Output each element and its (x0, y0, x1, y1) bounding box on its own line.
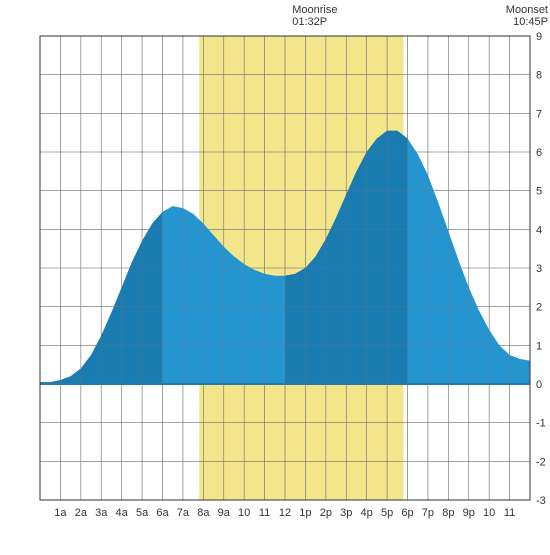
svg-text:-3: -3 (536, 495, 546, 507)
svg-text:-2: -2 (536, 456, 546, 468)
moonset-title: Moonset (506, 4, 548, 16)
svg-text:11: 11 (504, 507, 515, 519)
svg-text:11: 11 (259, 507, 270, 519)
moonset-time: 10:45P (506, 16, 548, 28)
svg-text:5p: 5p (381, 507, 393, 519)
tide-chart: Moonrise 01:32P Moonset 10:45P -3-2-1012… (0, 0, 550, 550)
svg-text:4a: 4a (116, 507, 129, 519)
svg-text:3a: 3a (95, 507, 108, 519)
svg-text:10: 10 (238, 507, 250, 519)
svg-text:9a: 9a (218, 507, 231, 519)
svg-text:6p: 6p (401, 507, 413, 519)
svg-text:-1: -1 (536, 418, 546, 430)
svg-text:4p: 4p (361, 507, 373, 519)
svg-text:8p: 8p (442, 507, 454, 519)
svg-text:3p: 3p (340, 507, 352, 519)
svg-text:7: 7 (536, 108, 542, 120)
moonrise-title: Moonrise (292, 4, 337, 16)
svg-text:1: 1 (536, 340, 542, 352)
svg-text:12: 12 (279, 507, 291, 519)
svg-text:9: 9 (536, 31, 542, 43)
svg-text:6a: 6a (156, 507, 169, 519)
svg-text:9p: 9p (463, 507, 475, 519)
svg-text:2p: 2p (320, 507, 332, 519)
svg-text:0: 0 (536, 379, 542, 391)
svg-text:1a: 1a (54, 507, 67, 519)
svg-text:6: 6 (536, 147, 542, 159)
svg-text:7p: 7p (422, 507, 434, 519)
moonrise-label: Moonrise 01:32P (292, 4, 337, 28)
moonrise-time: 01:32P (292, 16, 337, 28)
svg-text:5: 5 (536, 186, 542, 198)
svg-text:2: 2 (536, 302, 542, 314)
svg-text:8a: 8a (197, 507, 210, 519)
chart-svg: -3-2-101234567891a2a3a4a5a6a7a8a9a101112… (0, 0, 550, 550)
svg-text:10: 10 (483, 507, 495, 519)
svg-text:2a: 2a (75, 507, 88, 519)
svg-text:7a: 7a (177, 507, 190, 519)
svg-text:1p: 1p (299, 507, 311, 519)
svg-text:3: 3 (536, 263, 542, 275)
svg-text:5a: 5a (136, 507, 149, 519)
moonset-label: Moonset 10:45P (506, 4, 548, 28)
svg-text:8: 8 (536, 70, 542, 82)
svg-text:4: 4 (536, 224, 542, 236)
